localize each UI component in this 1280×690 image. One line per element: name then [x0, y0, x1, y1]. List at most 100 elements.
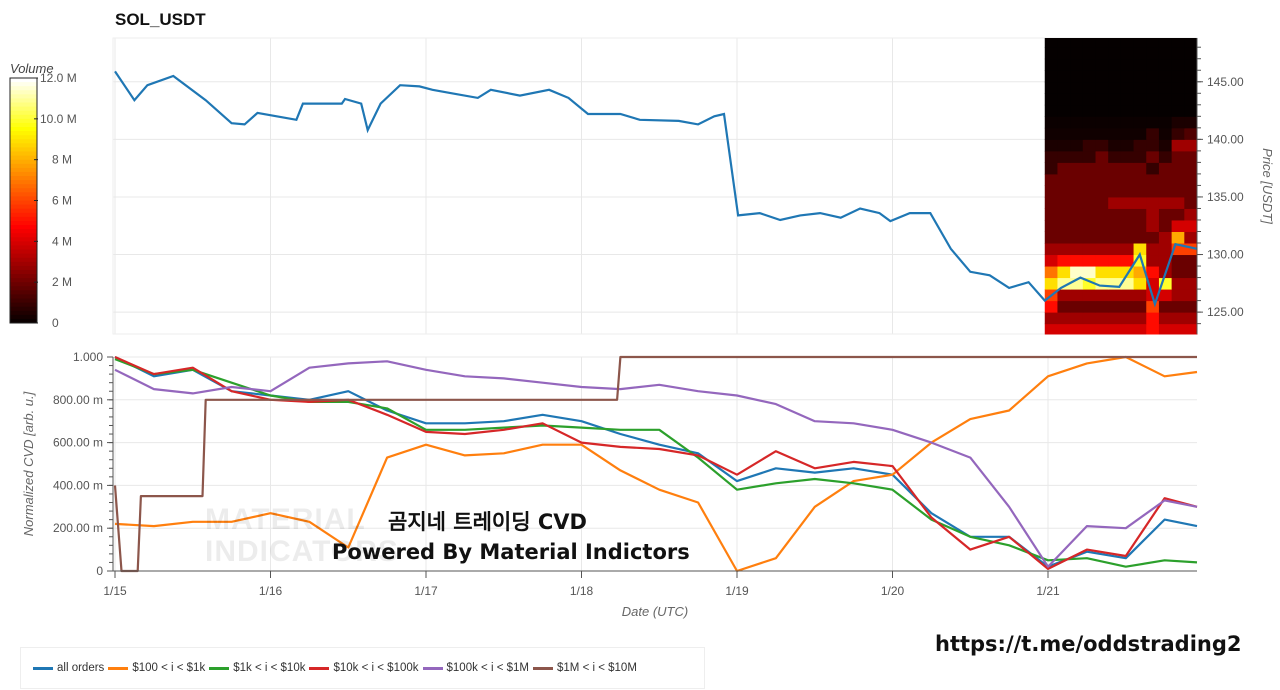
colorbar-segment	[10, 110, 37, 116]
heatmap-cell	[1082, 81, 1097, 94]
heatmap-cell	[1044, 300, 1058, 313]
heatmap-cell	[1184, 93, 1198, 106]
legend-swatch	[209, 666, 230, 670]
heatmap-cell	[1133, 104, 1147, 117]
heatmap-cell	[1044, 116, 1058, 129]
colorbar-tick-label: 12.0 M	[40, 71, 77, 85]
heatmap-cell	[1057, 277, 1071, 290]
heatmap-cell	[1095, 231, 1109, 244]
colorbar-segment	[10, 208, 37, 214]
heatmap-cell	[1146, 150, 1160, 163]
overlay-subtitle: Powered By Material Indictors	[332, 540, 690, 564]
legend-swatch	[108, 666, 129, 670]
heatmap-cell	[1146, 47, 1160, 60]
heatmap-cell	[1146, 58, 1160, 71]
colorbar-segment	[10, 204, 37, 210]
heatmap-cell	[1171, 300, 1185, 313]
heatmap-cell	[1057, 38, 1071, 48]
telegram-link[interactable]: https://t.me/oddstrading2	[935, 632, 1242, 656]
heatmap-cell	[1057, 162, 1071, 175]
heatmap-cell	[1171, 289, 1185, 302]
legend-swatch	[309, 666, 330, 670]
heatmap-cell	[1057, 219, 1071, 232]
volume-colorbar: 0 2 M 4 M 6 M 8 M 10.0 M 12.0 M	[9, 71, 77, 330]
heatmap-cell	[1057, 231, 1071, 244]
colorbar-segment	[10, 127, 37, 132]
heatmap-cell	[1095, 150, 1109, 163]
heatmap-cell	[1070, 139, 1084, 152]
legend-item-10k-100k[interactable]: $10k < i < $100k	[309, 662, 419, 674]
heatmap-cell	[1082, 127, 1097, 140]
heatmap-cell	[1095, 219, 1109, 232]
heatmap-cell	[1057, 196, 1071, 209]
heatmap-cell	[1158, 185, 1173, 198]
heatmap-cell	[1070, 254, 1084, 267]
heatmap-cell	[1095, 185, 1109, 198]
heatmap-cell	[1108, 173, 1122, 186]
heatmap-cell	[1044, 81, 1058, 94]
heatmap-cell	[1158, 312, 1173, 325]
heatmap-cell	[1082, 219, 1097, 232]
heatmap-cell	[1070, 208, 1084, 221]
legend-label: $100 < i < $1k	[132, 662, 206, 674]
heatmap-cell	[1171, 104, 1185, 117]
heatmap-cell	[1184, 277, 1198, 290]
heatmap-cell	[1171, 231, 1185, 244]
heatmap-cell	[1057, 70, 1071, 83]
heatmap-cell	[1133, 162, 1147, 175]
legend-item-1k-10k[interactable]: $1k < i < $10k	[209, 662, 305, 674]
heatmap-cell	[1146, 312, 1160, 325]
heatmap-cell	[1095, 81, 1109, 94]
heatmap-cell	[1057, 58, 1071, 71]
colorbar-segment	[10, 184, 37, 189]
colorbar-segment	[10, 192, 37, 197]
legend-item-1m-10m[interactable]: $1M < i < $10M	[533, 662, 637, 674]
colorbar-segment	[10, 274, 37, 279]
heatmap-cell	[1146, 219, 1160, 232]
price-axis: 125.00 130.00 135.00 140.00 145.00	[1196, 38, 1244, 334]
heatmap-cell	[1120, 185, 1135, 198]
date-tick-label: 1/21	[1036, 584, 1060, 598]
heatmap-cell	[1044, 47, 1058, 60]
legend-item-all-orders[interactable]: all orders	[33, 662, 104, 674]
heatmap-cell	[1120, 243, 1135, 256]
heatmap-cell	[1120, 312, 1135, 325]
heatmap-cell	[1133, 127, 1147, 140]
colorbar-segment	[10, 233, 37, 238]
heatmap-cell	[1044, 162, 1058, 175]
heatmap-cell	[1070, 47, 1084, 60]
heatmap-cell	[1158, 231, 1173, 244]
heatmap-cell	[1108, 196, 1122, 209]
heatmap-cell	[1184, 139, 1198, 152]
legend-item-100-1k[interactable]: $100 < i < $1k	[108, 662, 205, 674]
heatmap-cell	[1070, 93, 1084, 106]
heatmap-cell	[1120, 196, 1135, 209]
heatmap-cell	[1146, 81, 1160, 94]
heatmap-cell	[1044, 173, 1058, 186]
colorbar-tick-label: 2 M	[52, 275, 72, 289]
heatmap-cell	[1171, 208, 1185, 221]
heatmap-cell	[1171, 93, 1185, 106]
heatmap-cell	[1070, 231, 1084, 244]
heatmap-cell	[1095, 266, 1109, 279]
heatmap-cell	[1120, 150, 1135, 163]
price-tick-label: 140.00	[1207, 132, 1244, 146]
heatmap-cell	[1120, 219, 1135, 232]
heatmap-cell	[1146, 243, 1160, 256]
heatmap-cell	[1057, 323, 1071, 335]
heatmap-cell	[1184, 38, 1198, 48]
colorbar-segment	[10, 196, 37, 201]
heatmap-cell	[1171, 196, 1185, 209]
heatmap-cell	[1120, 300, 1135, 313]
price-tick-label: 130.00	[1207, 248, 1244, 262]
heatmap-cell	[1095, 162, 1109, 175]
legend-swatch	[422, 666, 443, 670]
heatmap-cell	[1095, 173, 1109, 186]
heatmap-cell	[1184, 150, 1198, 163]
heatmap-cell	[1095, 208, 1109, 221]
colorbar-segment	[10, 290, 37, 295]
colorbar-tick-label: 4 M	[52, 234, 72, 248]
heatmap-cell	[1158, 196, 1173, 209]
heatmap-cell	[1146, 93, 1160, 106]
legend-item-100k-1m[interactable]: $100k < i < $1M	[422, 662, 529, 674]
